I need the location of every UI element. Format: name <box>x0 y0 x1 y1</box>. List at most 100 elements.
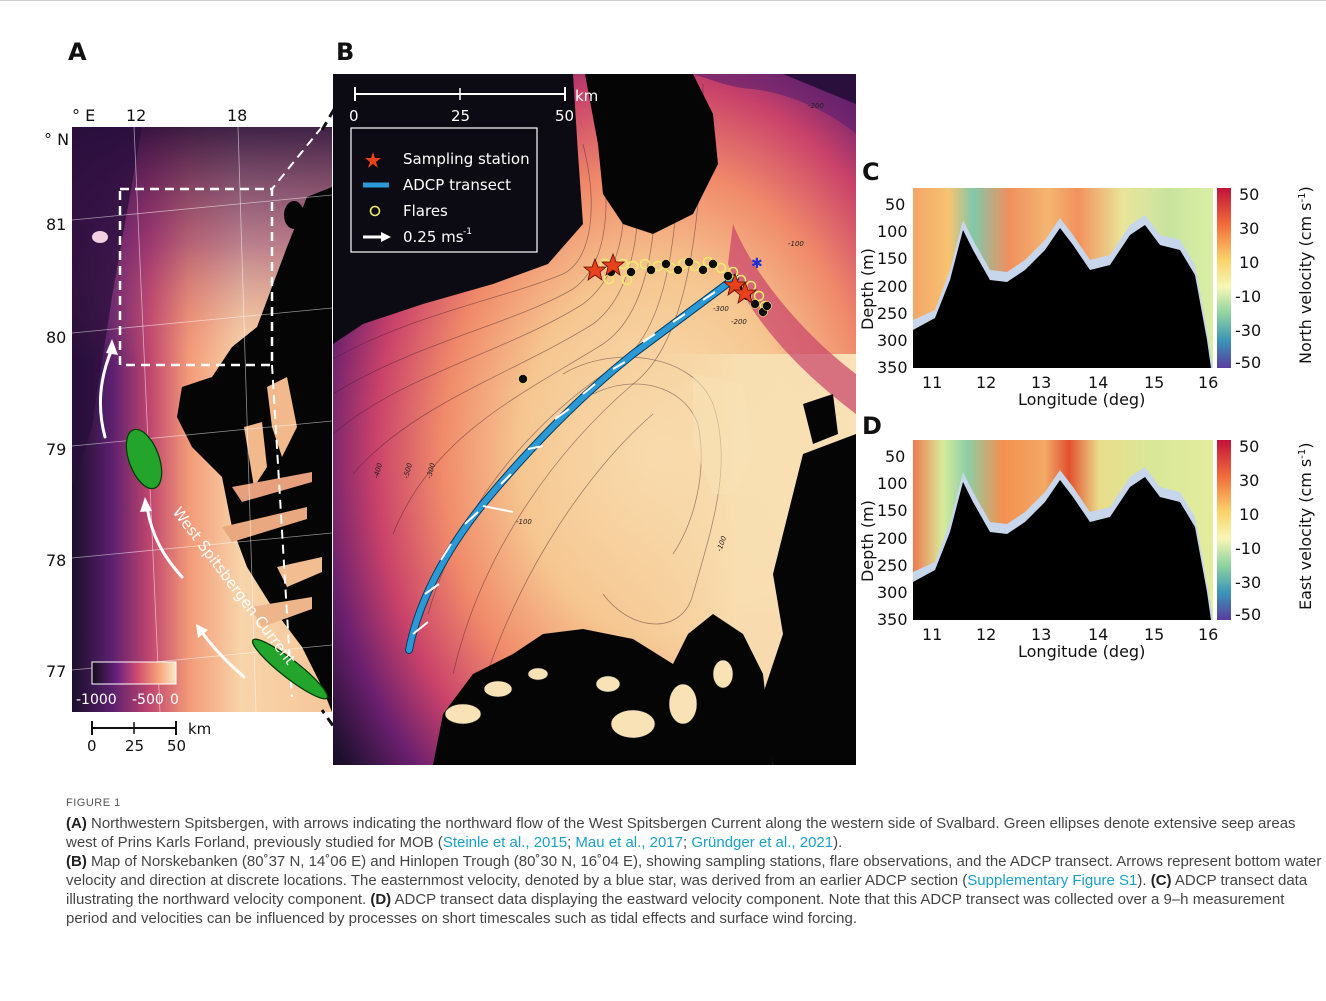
panel-b-legend-station: Sampling station <box>403 150 530 168</box>
caption-c-tag: (C) <box>1150 872 1172 889</box>
panel-a-colorbar <box>91 661 177 685</box>
panel-c-cbar-tick-m10: -10 <box>1235 287 1261 306</box>
panel-b-contour-label-4: -300 <box>713 305 729 313</box>
panel-b-map: -200 -100 -200 -300 -400 -500 -300 -100 … <box>333 74 856 765</box>
panel-d-ytick-350: 350 <box>877 610 908 629</box>
panel-d-cbar-tick-m50: -50 <box>1235 605 1261 624</box>
panel-b-legend-velocity-sup: -1 <box>463 227 472 237</box>
caption-d-tag: (D) <box>370 891 392 908</box>
panel-a-scale-50: 50 <box>167 737 186 755</box>
panel-d-ytick-50: 50 <box>885 447 905 466</box>
figure-caption: (A) Northwestern Spitsbergen, with arrow… <box>66 814 1324 928</box>
ref-link-steinle[interactable]: Steinle et al., 2015 <box>442 834 568 851</box>
panel-b-velocity-arrows <box>412 291 716 635</box>
panel-d-plot-area <box>913 440 1213 620</box>
panel-c-ytick-200: 200 <box>877 277 908 296</box>
ref-link-mau[interactable]: Mau et al., 2017 <box>575 834 683 851</box>
panel-b-deep-basin <box>333 74 583 344</box>
panel-c-seafloor <box>913 225 1211 368</box>
panel-c-xlabel: Longitude (deg) <box>1018 390 1145 409</box>
panel-b-legend-adcp: ADCP transect <box>403 176 511 194</box>
panel-b-east-land <box>763 434 856 765</box>
panel-a-lat-tick-80: 80 <box>46 328 67 347</box>
panel-c-ytick-300: 300 <box>877 331 908 350</box>
panel-c-xtick-13: 13 <box>1031 373 1051 392</box>
panel-b-blue-star: ✱ <box>751 256 763 272</box>
panel-c-ytick-350: 350 <box>877 358 908 377</box>
panel-a-lat-unit: ° N <box>44 130 70 149</box>
panel-d-letter: D <box>862 412 882 440</box>
panel-b-legend-velocity: 0.25 ms <box>403 228 464 246</box>
top-rule <box>0 0 1326 1</box>
caption-a-text: Northwestern Spitsbergen, with arrows in… <box>66 815 1296 851</box>
caption-c-text: ADCP transect data illustrating the nort… <box>66 872 1308 908</box>
panel-d-ytick-150: 150 <box>877 501 908 520</box>
panel-b-scale-25: 25 <box>451 107 470 125</box>
panel-b-scale-50: 50 <box>555 107 574 125</box>
panel-d-ytick-200: 200 <box>877 529 908 548</box>
panel-d-xtick-16: 16 <box>1198 625 1218 644</box>
panel-d-xtick-14: 14 <box>1088 625 1108 644</box>
panel-b-contour-label-2: -100 <box>788 240 804 248</box>
panel-a-scale-unit: km <box>188 720 211 738</box>
panel-a-lat-tick-78: 78 <box>46 551 67 570</box>
panel-d-seafloor <box>913 477 1211 620</box>
panel-d-xtick-13: 13 <box>1031 625 1051 644</box>
panel-c-ytick-100: 100 <box>877 222 908 241</box>
panel-a-map: West Spitsbergen Current -1000 -500 0 <box>72 127 332 712</box>
panel-b-scale-unit: km <box>575 87 598 105</box>
panel-c-xtick-12: 12 <box>976 373 996 392</box>
panel-b-contour-label-3: -200 <box>731 318 747 326</box>
panel-d-cbar-tick-m30: -30 <box>1235 573 1261 592</box>
panel-b-letter: B <box>336 38 355 66</box>
caption-sep: ; <box>683 834 692 851</box>
panel-c-plot-area <box>913 188 1213 368</box>
panel-a-seep-ellipse-1 <box>125 428 163 490</box>
panel-d-cbar-tick-30: 30 <box>1239 471 1259 490</box>
caption-b-tag: (B) <box>66 853 87 870</box>
panel-d-cbar-tick-10: 10 <box>1239 505 1259 524</box>
panel-d-xtick-12: 12 <box>976 625 996 644</box>
panel-a-lon-tick-12: 12 <box>126 106 147 125</box>
panel-c-xtick-11: 11 <box>922 373 942 392</box>
panel-b-contour-label-5: -400 <box>372 462 384 480</box>
panel-c-cbar-label: North velocity (cm s-1) <box>1296 186 1315 364</box>
caption-a-tag: (A) <box>66 815 87 832</box>
panel-a-scalebar: 0 25 50 km <box>87 720 211 755</box>
panel-c-xtick-16: 16 <box>1198 373 1218 392</box>
panel-a-seep-ellipse-2 <box>251 638 329 700</box>
panel-c-xtick-14: 14 <box>1088 373 1108 392</box>
panel-d-cbar-tick-50: 50 <box>1239 437 1259 456</box>
panel-a-cbar-tick-500: -500 <box>132 692 164 708</box>
panel-a-lon-unit: ° E <box>72 106 96 125</box>
panel-d-xtick-15: 15 <box>1144 625 1164 644</box>
panel-b-scale-0: 0 <box>349 107 359 125</box>
figure-label: FIGURE 1 <box>66 797 121 809</box>
panel-b-legend <box>350 127 538 253</box>
ref-link-supplementary[interactable]: Supplementary Figure S1 <box>967 872 1138 889</box>
panel-c-ytick-250: 250 <box>877 304 908 323</box>
caption-a-end: ). <box>833 834 843 851</box>
panel-b-north-land <box>585 74 718 234</box>
panel-c-cbar-tick-50: 50 <box>1239 185 1259 204</box>
panel-a-lon-tick-18: 18 <box>227 106 248 125</box>
panel-b-contour-label-1: -200 <box>808 102 824 110</box>
caption-sep: ; <box>567 834 576 851</box>
panel-b-contour-label-7: -300 <box>425 462 437 480</box>
ref-link-grundger[interactable]: Gründger et al., 2021 <box>691 834 834 851</box>
panel-c-xtick-15: 15 <box>1144 373 1164 392</box>
panel-d-xtick-11: 11 <box>922 625 942 644</box>
panel-c-letter: C <box>862 158 880 186</box>
panel-a-inset-box <box>118 187 274 367</box>
panel-a-letter: A <box>68 38 87 66</box>
panel-a-current-arrows <box>99 347 246 679</box>
panel-d-ytick-300: 300 <box>877 583 908 602</box>
panel-d-cbar-label: East velocity (cm s-1) <box>1296 442 1315 610</box>
panel-c-colorbar <box>1217 188 1231 368</box>
panel-c-ytick-50: 50 <box>885 195 905 214</box>
panel-b-sampling-stations <box>582 252 758 304</box>
panel-a-scale-25: 25 <box>125 737 144 755</box>
panel-a-scale-0: 0 <box>87 737 97 755</box>
panel-c-cbar-tick-m30: -30 <box>1235 321 1261 340</box>
panel-b-legend-flares: Flares <box>403 202 448 220</box>
